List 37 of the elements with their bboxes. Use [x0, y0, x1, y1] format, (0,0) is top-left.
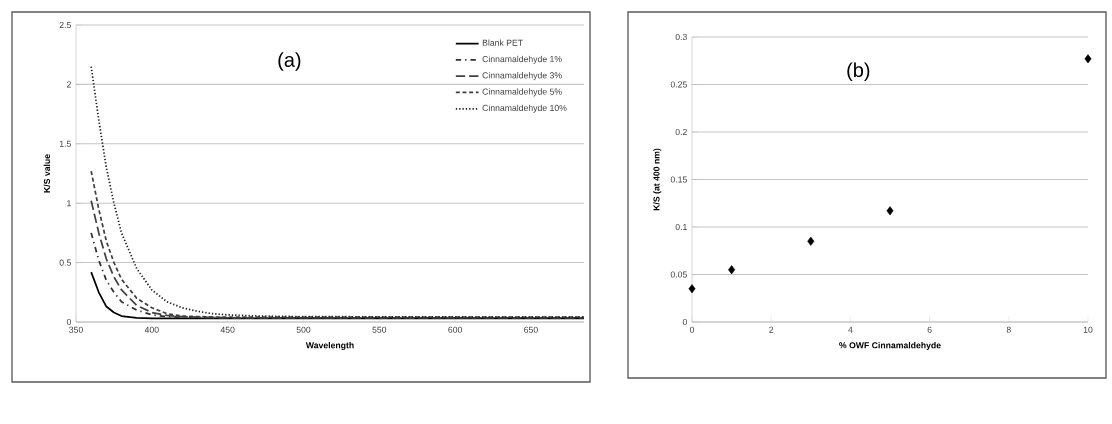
x-axis-title: % OWF Cinnamaldehyde: [839, 341, 941, 351]
x-tick-label: 2: [769, 326, 774, 333]
text: (a): [278, 52, 301, 71]
legend-label: Cinnamaldehyde 5%: [482, 88, 562, 97]
y-tick-label: 0: [682, 318, 687, 326]
x-tick-label: 650: [524, 326, 538, 333]
y-tick-label: 0.1: [675, 223, 687, 231]
legend-label: Cinnamaldehyde 1%: [482, 55, 562, 64]
legend-label: Blank PET: [482, 39, 523, 46]
y-tick-label: 0.25: [670, 81, 687, 88]
y-tick-label: 0.15: [670, 176, 687, 183]
y-tick-label: 1.5: [59, 140, 71, 147]
x-tick-label: 8: [1006, 326, 1011, 333]
x-tick-label: 450: [220, 326, 235, 333]
y-tick-label: 0.2: [675, 128, 687, 136]
y-tick-label: 0.3: [675, 33, 687, 41]
x-axis-title: Wavelength: [305, 341, 354, 351]
x-tick-label: 6: [927, 326, 932, 333]
y-tick-label: 0: [66, 318, 71, 326]
x-tick-label: 600: [448, 326, 462, 333]
y-axis-title: K/S (at 400 nm): [653, 148, 662, 211]
x-tick-label: 4: [848, 326, 853, 333]
y-tick-label: 2: [66, 81, 71, 88]
x-tick-label: 350: [69, 326, 83, 333]
y-tick-label: 1: [67, 200, 71, 207]
y-axis-title: K/S value: [43, 154, 51, 193]
y-tick-label: 2.5: [59, 21, 71, 29]
y-tick-label: 0.05: [670, 271, 687, 278]
x-tick-label: 550: [372, 326, 387, 333]
legend-label: Cinnamaldehyde 3%: [482, 72, 562, 81]
y-tick-label: 0.5: [59, 259, 71, 266]
x-tick-label: 400: [144, 326, 159, 333]
text: (b): [847, 62, 870, 82]
x-tick-label: 10: [1083, 326, 1093, 333]
x-tick-label: 500: [296, 326, 311, 333]
legend-label: Cinnamaldehyde 10%: [482, 104, 567, 113]
x-tick-label: 0: [689, 326, 695, 333]
